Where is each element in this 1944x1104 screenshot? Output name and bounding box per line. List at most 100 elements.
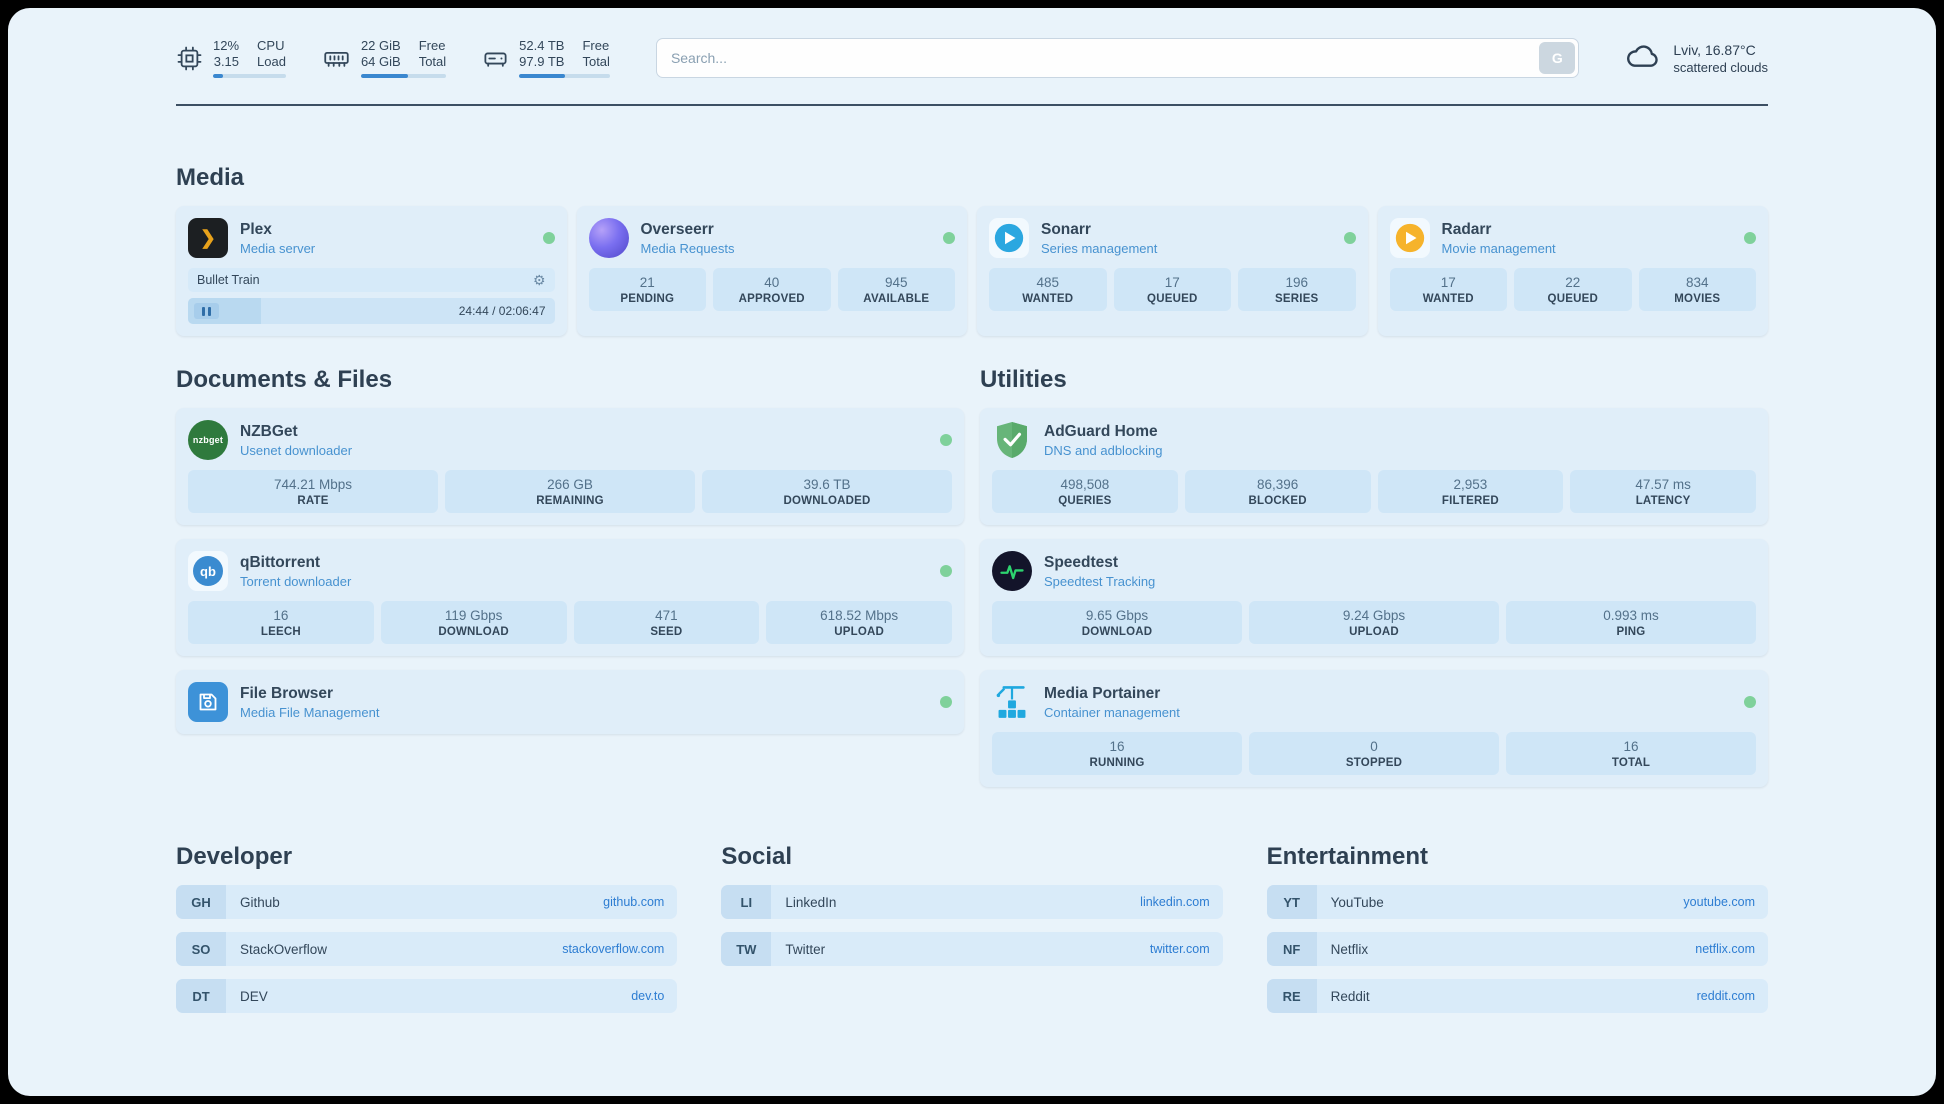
- memory-free-label: Free: [418, 38, 446, 53]
- service-card-adguard-home[interactable]: AdGuard Home DNS and adblocking 498,508 …: [980, 408, 1768, 525]
- bookmark-url[interactable]: linkedin.com: [1140, 895, 1210, 909]
- service-subtitle: Movie management: [1441, 240, 1556, 256]
- overseerr-card-text: Overseerr Media Requests: [641, 221, 735, 256]
- bookmark-github[interactable]: GH Github github.com: [176, 885, 678, 919]
- stat-value: 16: [1109, 739, 1125, 754]
- bookmark-abbr: TW: [721, 932, 772, 966]
- top-bar: 12% CPU 3.15 Load 22 GiB Free: [176, 38, 1768, 78]
- service-subtitle: Media Requests: [640, 240, 735, 256]
- portainer-crane-icon: [992, 682, 1032, 722]
- gear-icon[interactable]: ⚙: [532, 272, 546, 288]
- service-card-qbittorrent[interactable]: qb qBittorrent Torrent downloader 16 LEE…: [176, 539, 964, 656]
- service-card-overseerr[interactable]: Overseerr Media Requests 21 PENDING 40 A…: [576, 206, 967, 336]
- stat-value: 21: [639, 275, 655, 290]
- sonarr-stats: 485 WANTED 17 QUEUED 196 SERIES: [989, 268, 1356, 311]
- now-playing-title: Bullet Train: [197, 273, 260, 287]
- service-name: Speedtest: [1044, 553, 1119, 571]
- stat-value: 2,953: [1453, 477, 1488, 492]
- stat-wanted: 485 WANTED: [989, 268, 1107, 311]
- cpu-icon: [176, 45, 203, 72]
- player-time: 24:44 / 02:06:47: [458, 304, 546, 318]
- stat-upload: 9.24 Gbps UPLOAD: [1249, 601, 1499, 644]
- stat-queued: 17 QUEUED: [1113, 268, 1231, 311]
- bookmark-stackoverflow[interactable]: SO StackOverflow stackoverflow.com: [176, 932, 678, 966]
- stat-rate: 744.21 Mbps RATE: [188, 470, 438, 513]
- bookmark-url[interactable]: stackoverflow.com: [562, 942, 665, 956]
- stat-label: QUERIES: [1058, 495, 1112, 507]
- section-utilities: Utilities Ad: [980, 366, 1768, 787]
- service-card-nzbget[interactable]: nzbget NZBGet Usenet downloader 744.21 M…: [176, 408, 964, 525]
- service-subtitle: DNS and adblocking: [1044, 442, 1163, 458]
- overseerr-card-header: Overseerr Media Requests: [588, 218, 955, 258]
- stat-value: 471: [655, 608, 678, 623]
- service-card-filebrowser[interactable]: File Browser Media File Management: [176, 670, 964, 734]
- stat-blocked: 86,396 BLOCKED: [1184, 470, 1371, 513]
- service-card-radarr[interactable]: Radarr Movie management 17 WANTED 22 QUE…: [1377, 206, 1768, 336]
- plex-card-header: ❯ Plex Media server: [188, 218, 555, 258]
- search-input[interactable]: [655, 38, 1580, 78]
- service-card-portainer[interactable]: Media Portainer Container management 16 …: [980, 670, 1768, 787]
- bookmark-dev[interactable]: DT DEV dev.to: [176, 979, 678, 1013]
- stat-value: 498,508: [1060, 477, 1110, 492]
- cpu-usage-bar-fill: [213, 74, 224, 78]
- bookmark-youtube[interactable]: YT YouTube youtube.com: [1266, 885, 1768, 919]
- filebrowser-card-header: File Browser Media File Management: [188, 682, 952, 722]
- stat-label: WANTED: [1022, 293, 1074, 305]
- stat-label: BLOCKED: [1248, 495, 1307, 507]
- stat-queries: 498,508 QUERIES: [992, 470, 1178, 513]
- bookmark-url[interactable]: github.com: [603, 895, 665, 909]
- status-dot: [1744, 696, 1756, 708]
- social-bookmarks: LI LinkedIn linkedin.com TW Twitter twit…: [721, 885, 1223, 966]
- bookmark-reddit[interactable]: RE Reddit reddit.com: [1266, 979, 1768, 1013]
- status-dot: [1744, 232, 1756, 244]
- dashboard-page: 12% CPU 3.15 Load 22 GiB Free: [8, 8, 1936, 1096]
- memory-icon: [322, 45, 351, 72]
- disk-usage-bar: [519, 74, 610, 78]
- stat-value: 47.57 ms: [1635, 477, 1691, 492]
- bookmark-linkedin[interactable]: LI LinkedIn linkedin.com: [721, 885, 1223, 919]
- section-media: Media ❯ Plex Media server Bullet Train ⚙: [176, 164, 1768, 336]
- qbittorrent-card-text: qBittorrent Torrent downloader: [240, 554, 351, 589]
- status-dot: [940, 434, 952, 446]
- weather-widget[interactable]: Lviv, 16.87°C scattered clouds: [1625, 42, 1768, 75]
- search-provider-button[interactable]: G: [1539, 42, 1576, 74]
- disk-free-label: Free: [582, 38, 610, 53]
- memory-widget: 22 GiB Free 64 GiB Total: [322, 38, 447, 78]
- stat-value: 17: [1440, 275, 1456, 290]
- overseerr-icon: [588, 218, 629, 258]
- disk-total-value: 97.9 TB: [519, 54, 565, 69]
- stat-series: 196 SERIES: [1238, 268, 1356, 311]
- nzbget-card-text: NZBGet Usenet downloader: [240, 423, 352, 458]
- stat-download: 119 Gbps DOWNLOAD: [380, 601, 567, 644]
- stat-value: 196: [1285, 275, 1309, 290]
- service-card-speedtest[interactable]: Speedtest Speedtest Tracking 9.65 Gbps D…: [980, 539, 1768, 656]
- bookmark-url[interactable]: twitter.com: [1149, 942, 1210, 956]
- entertainment-group-title: Entertainment: [1266, 843, 1429, 870]
- stat-label: TOTAL: [1611, 757, 1651, 769]
- bookmark-url[interactable]: dev.to: [631, 989, 665, 1003]
- cpu-widget: 12% CPU 3.15 Load: [176, 38, 286, 78]
- stat-value: 22: [1565, 275, 1581, 290]
- bookmark-twitter[interactable]: TW Twitter twitter.com: [721, 932, 1223, 966]
- speedtest-card-header: Speedtest Speedtest Tracking: [992, 551, 1756, 591]
- bookmark-url[interactable]: reddit.com: [1696, 989, 1755, 1003]
- bookmark-url[interactable]: netflix.com: [1695, 942, 1755, 956]
- stat-upload: 618.52 Mbps UPLOAD: [766, 601, 952, 644]
- service-card-sonarr[interactable]: Sonarr Series management 485 WANTED 17 Q…: [977, 206, 1368, 336]
- qbittorrent-stats: 16 LEECH 119 Gbps DOWNLOAD 471 SEED 61: [188, 601, 952, 644]
- documents-cards: nzbget NZBGet Usenet downloader 744.21 M…: [176, 408, 964, 734]
- bookmark-url[interactable]: youtube.com: [1683, 895, 1755, 909]
- nzbget-stats: 744.21 Mbps RATE 266 GB REMAINING 39.6 T…: [188, 470, 952, 513]
- radarr-card-header: Radarr Movie management: [1389, 218, 1756, 258]
- player-progress-bar[interactable]: 24:44 / 02:06:47: [188, 298, 555, 324]
- stat-movies: 834 MOVIES: [1638, 268, 1756, 311]
- pause-icon[interactable]: [194, 303, 219, 319]
- memory-usage-bar: [360, 74, 447, 78]
- search-bar: G: [655, 38, 1580, 78]
- service-card-plex[interactable]: ❯ Plex Media server Bullet Train ⚙: [176, 206, 567, 336]
- stat-value: 17: [1164, 275, 1180, 290]
- service-name: Radarr: [1441, 220, 1492, 238]
- bookmark-abbr: LI: [721, 885, 772, 919]
- bookmark-netflix[interactable]: NF Netflix netflix.com: [1266, 932, 1768, 966]
- stat-label: LEECH: [260, 626, 301, 638]
